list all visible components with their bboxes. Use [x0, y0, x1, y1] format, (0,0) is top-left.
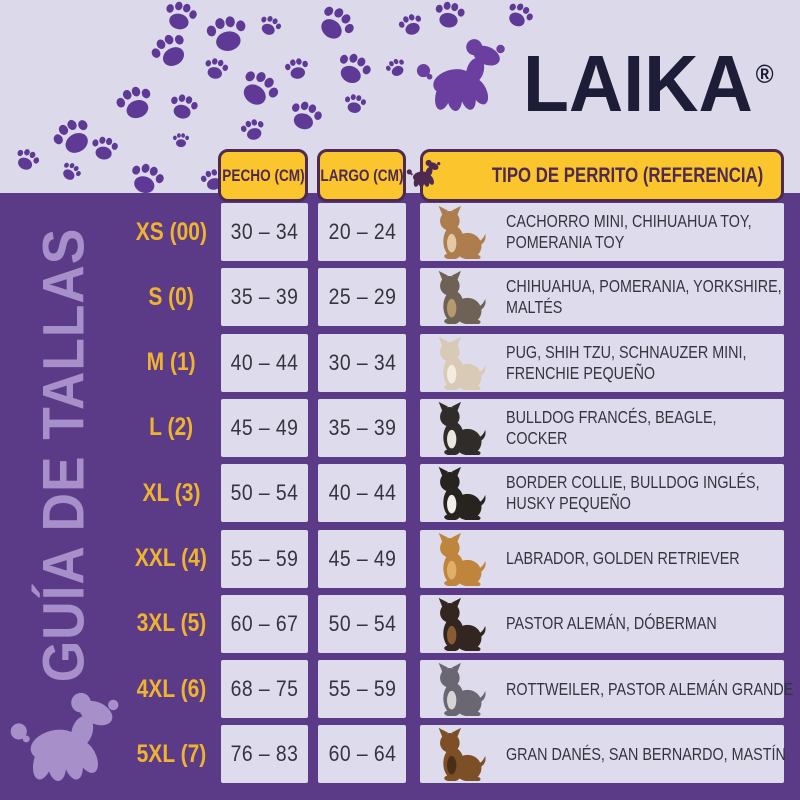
length-cell: 20 – 24 — [318, 203, 406, 261]
chest-cell: 45 – 49 — [221, 398, 308, 457]
paw-icon — [200, 54, 231, 83]
size-label: 3XL (5) — [136, 609, 206, 638]
paw-icon — [282, 55, 312, 82]
length-cell: 60 – 64 — [318, 725, 406, 784]
balloon-dog-icon — [407, 159, 441, 188]
paw-icon — [431, 0, 469, 32]
pitbull-photo — [438, 663, 486, 717]
reference-cell: BULLDOG FRANCÉS, BEAGLE, COCKER — [420, 398, 784, 457]
paw-icon — [231, 61, 287, 115]
chihuahua-photo — [438, 205, 486, 259]
size-label: XXL (4) — [135, 544, 207, 572]
chest-cell: 76 – 83 — [221, 725, 308, 784]
length-cell: 55 – 59 — [318, 660, 406, 719]
chest-cell: 50 – 54 — [221, 464, 308, 523]
paw-icon — [255, 11, 286, 40]
breed-list: ROTTWEILER, PASTOR ALEMÁN GRANDE — [506, 678, 794, 699]
table-row: S (0) 35 – 39 25 – 29 CHIHUAHUA, POMERAN… — [0, 268, 800, 327]
paw-icon — [237, 115, 268, 144]
table-row: M (1) 40 – 44 30 – 34 PUG, SHIH TZU, SCH… — [0, 333, 800, 392]
size-label: XS (00) — [135, 217, 207, 246]
table-row: L (2) 45 – 49 35 – 39 BULLDOG FRANCÉS, B… — [0, 398, 800, 457]
yorkshire-photo — [438, 271, 486, 325]
chest-cell: 40 – 44 — [221, 333, 308, 392]
doberman-photo — [438, 597, 486, 651]
header-chest: PECHO (CM) — [218, 149, 308, 202]
breed-list: CHIHUAHUA, POMERANIA, YORKSHIRE, MALTÉS — [506, 276, 782, 318]
breed-list: LABRADOR, GOLDEN RETRIEVER — [506, 548, 740, 568]
paw-icon — [330, 46, 377, 92]
reference-cell: CHIHUAHUA, POMERANIA, YORKSHIRE, MALTÉS — [420, 268, 784, 327]
reference-cell: CACHORRO MINI, CHIHUAHUA TOY, POMERANIA T… — [420, 203, 784, 261]
length-cell: 40 – 44 — [318, 464, 406, 523]
chest-cell: 30 – 34 — [221, 203, 308, 261]
paw-icon — [57, 157, 86, 185]
paw-icon — [10, 144, 43, 176]
length-cell: 50 – 54 — [318, 594, 406, 653]
size-label: M (1) — [146, 348, 196, 377]
paw-icon — [165, 89, 202, 123]
table-row: XXL (4) 55 – 59 45 – 49 LABRADOR, GOLDEN… — [0, 529, 800, 588]
border-collie-photo — [438, 467, 486, 521]
size-label: XL (3) — [142, 478, 200, 507]
paw-icon — [110, 79, 160, 126]
paw-icon — [88, 133, 121, 164]
header-length-label: LARGO (CM) — [319, 165, 404, 185]
balloon-dog-icon — [416, 39, 505, 112]
table-row: 5XL (7) 76 – 83 60 – 64 GRAN DANÉS, SAN … — [0, 725, 800, 784]
size-label: S (0) — [148, 282, 194, 311]
reference-cell: LABRADOR, GOLDEN RETRIEVER — [420, 529, 784, 588]
table-row: XS (00) 30 – 34 20 – 24 CACHORRO MINI, C… — [0, 203, 800, 261]
table-row: XL (3) 50 – 54 40 – 44 BORDER COLLIE, BU… — [0, 464, 800, 523]
breed-list: PUG, SHIH TZU, SCHNAUZER MINI, FRENCHIE P… — [506, 341, 747, 383]
breed-list: PASTOR ALEMÁN, DÓBERMAN — [506, 613, 717, 634]
golden-retriever-photo — [438, 532, 486, 586]
paw-icon — [500, 0, 538, 34]
reference-cell: PUG, SHIH TZU, SCHNAUZER MINI, FRENCHIE P… — [420, 333, 784, 392]
length-cell: 25 – 29 — [318, 268, 406, 327]
header-length: LARGO (CM) — [317, 149, 406, 202]
chest-cell: 55 – 59 — [221, 529, 308, 588]
paw-icon — [202, 10, 252, 56]
brand-name: LAIKA — [523, 39, 753, 128]
breed-list: BORDER COLLIE, BULLDOG INGLÉS, HUSKY PEQU… — [506, 472, 760, 514]
french-bulldog-photo — [438, 401, 486, 455]
size-label: 4XL (6) — [136, 674, 206, 703]
paw-icon — [341, 91, 368, 116]
reference-cell: PASTOR ALEMÁN, DÓBERMAN — [420, 594, 784, 653]
paw-icon — [284, 95, 327, 136]
breed-list: CACHORRO MINI, CHIHUAHUA TOY, POMERANIA T… — [506, 211, 752, 252]
registered-trademark: ® — [755, 59, 774, 89]
paw-icon — [309, 0, 362, 50]
reference-cell: GRAN DANÉS, SAN BERNARDO, MASTÍN — [420, 725, 786, 784]
size-label: 5XL (7) — [136, 739, 206, 768]
reference-cell: BORDER COLLIE, BULLDOG INGLÉS, HUSKY PEQU… — [420, 464, 784, 523]
shih-tzu-photo — [438, 336, 486, 390]
chest-cell: 68 – 75 — [221, 660, 308, 719]
table-row: 4XL (6) 68 – 75 55 – 59 ROTTWEILER, PAST… — [0, 660, 800, 719]
reference-cell: ROTTWEILER, PASTOR ALEMÁN GRANDE — [420, 660, 793, 719]
header-chest-label: PECHO (CM) — [221, 165, 305, 185]
length-cell: 45 – 49 — [318, 529, 406, 588]
paw-icon — [382, 54, 410, 81]
breed-list: GRAN DANÉS, SAN BERNARDO, MASTÍN — [506, 743, 786, 764]
length-cell: 35 – 39 — [318, 398, 406, 457]
chest-cell: 60 – 67 — [221, 594, 308, 653]
length-cell: 30 – 34 — [318, 333, 406, 392]
header-reference: TIPO DE PERRITO (REFERENCIA) — [407, 149, 784, 202]
table-row: 3XL (5) 60 – 67 50 – 54 PASTOR ALEMÁN, D… — [0, 594, 800, 653]
chest-cell: 35 – 39 — [221, 268, 308, 327]
size-label: L (2) — [149, 413, 193, 442]
laika-logo: LAIKA ® — [415, 36, 790, 124]
header-reference-label: TIPO DE PERRITO (REFERENCIA) — [492, 163, 764, 187]
mastiff-photo — [438, 728, 486, 782]
size-table: XS (00) 30 – 34 20 – 24 CACHORRO MINI, C… — [0, 193, 800, 800]
brand-wordmark: LAIKA ® — [523, 44, 774, 124]
breed-list: BULLDOG FRANCÉS, BEAGLE, COCKER — [506, 406, 717, 448]
paw-icon — [172, 132, 190, 148]
